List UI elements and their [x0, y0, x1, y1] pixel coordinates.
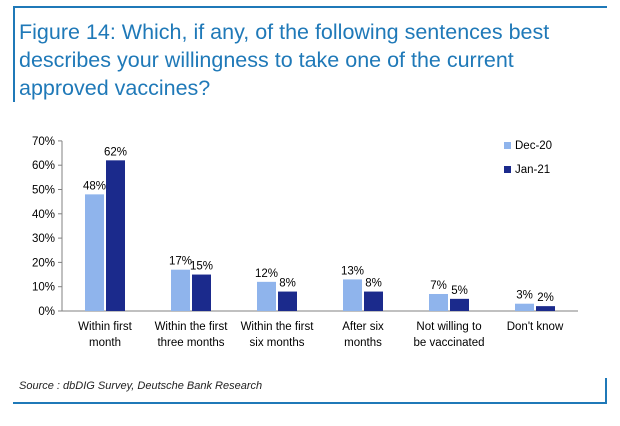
x-category-label: After six [342, 321, 384, 333]
y-tick-label: 50% [32, 185, 55, 197]
figure-title-line-1: Figure 14: Which, if any, of the followi… [19, 20, 550, 44]
x-category-label: month [89, 337, 121, 349]
bar-jan-21 [364, 291, 383, 311]
y-tick-label: 70% [32, 136, 55, 148]
bar-dec-20 [257, 281, 276, 311]
bar-jan-21 [106, 160, 125, 311]
x-category-label: six months [250, 337, 305, 349]
legend-label: Dec-20 [515, 140, 552, 152]
figure-title: Figure 14: Which, if any, of the followi… [19, 18, 599, 102]
y-tick-label: 20% [32, 257, 55, 269]
data-label: 15% [190, 261, 213, 273]
x-category-label: Within the first [241, 321, 315, 333]
bar-jan-21 [192, 274, 211, 311]
data-label: 62% [104, 146, 127, 158]
data-label: 2% [537, 292, 554, 304]
x-category-label: Don't know [507, 321, 564, 333]
bar-dec-20 [85, 194, 104, 311]
source-note: Source : dbDIG Survey, Deutsche Bank Res… [19, 380, 263, 392]
data-label: 8% [365, 278, 382, 290]
bar-jan-21 [450, 298, 469, 311]
legend-swatch-jan-21 [504, 166, 511, 173]
data-label: 5% [451, 285, 468, 297]
data-label: 48% [83, 180, 106, 192]
x-category-label: Within first [78, 321, 132, 333]
data-label: 8% [279, 278, 296, 290]
bar-jan-21 [536, 306, 555, 311]
data-label: 17% [169, 256, 192, 268]
frame-bottom-rule [13, 402, 607, 404]
bar-dec-20 [171, 269, 190, 311]
data-label: 3% [516, 290, 533, 302]
bar-jan-21 [278, 291, 297, 311]
x-category-label: Within the first [155, 321, 229, 333]
figure-title-line-2: describes your willingness to take one o… [19, 48, 514, 72]
x-category-label: months [344, 337, 382, 349]
x-category-label: three months [157, 337, 224, 349]
bar-dec-20 [429, 293, 448, 311]
y-tick-label: 60% [32, 160, 55, 172]
x-category-label: be vaccinated [414, 337, 485, 349]
frame-right-rule [605, 378, 607, 404]
x-category-label: Not willing to [416, 321, 481, 333]
data-label: 13% [341, 265, 364, 277]
bar-dec-20 [515, 303, 534, 311]
legend-label: Jan-21 [515, 164, 550, 176]
frame-left-rule [13, 6, 15, 102]
figure-title-line-3: approved vaccines? [19, 76, 211, 100]
frame-top-rule [13, 6, 607, 8]
y-tick-label: 40% [32, 209, 55, 221]
y-tick-label: 10% [32, 282, 55, 294]
y-tick-label: 0% [38, 306, 55, 318]
data-label: 7% [430, 280, 447, 292]
legend-swatch-dec-20 [504, 142, 511, 149]
bar-dec-20 [343, 279, 362, 311]
data-label: 12% [255, 268, 278, 280]
y-tick-label: 30% [32, 233, 55, 245]
